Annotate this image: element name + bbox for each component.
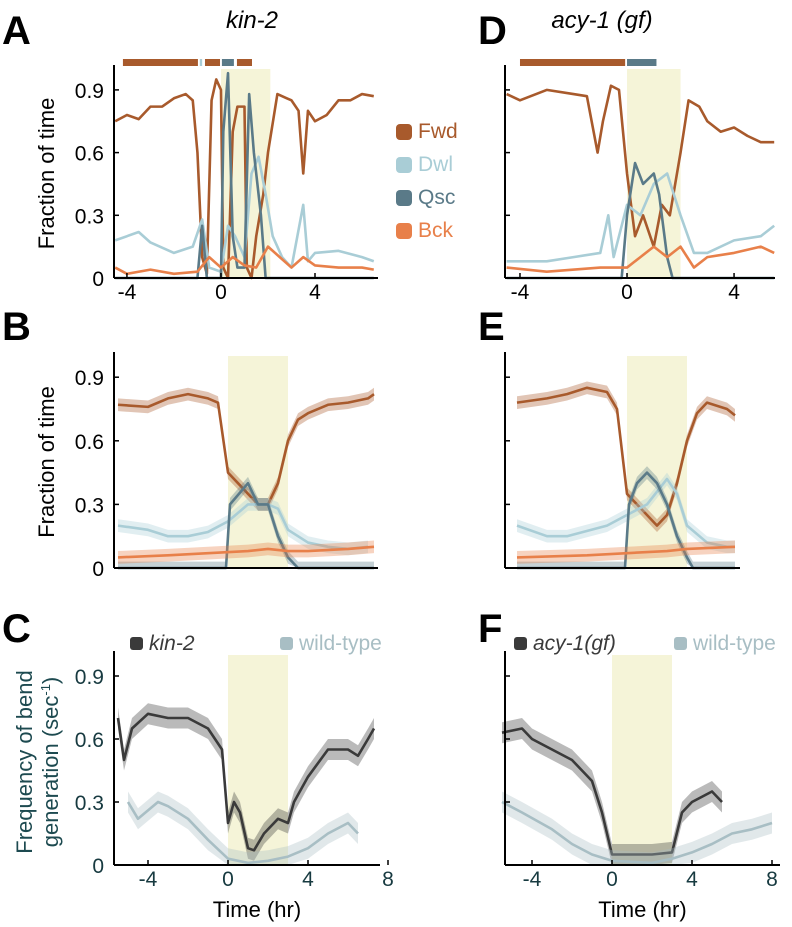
y-tick-label: 0.6 bbox=[75, 431, 104, 454]
x-tick-label: 4 bbox=[309, 281, 321, 304]
panel-f: F -4 0 4 8 Time (hr) acy-1(gf) wild-type bbox=[478, 607, 780, 922]
panel-letter: B bbox=[2, 305, 31, 349]
y-axis-label-line1: Frequency of bend bbox=[12, 670, 37, 853]
error-band-wildtype bbox=[128, 791, 358, 865]
legend-label-dwl: Dwl bbox=[418, 153, 453, 176]
x-tick-label: 0 bbox=[606, 868, 618, 891]
y-tick-label: 0 bbox=[92, 558, 104, 581]
state-bar-segment-fwd bbox=[519, 59, 626, 66]
state-bar-segment-fwd bbox=[236, 59, 252, 66]
legend-label-fwd: Fwd bbox=[418, 120, 458, 143]
panel-letter: E bbox=[478, 305, 505, 349]
x-tick-label: 8 bbox=[766, 868, 778, 891]
panel-title: kin-2 bbox=[226, 7, 278, 34]
legend-swatch-fwd bbox=[396, 124, 412, 140]
series-line-acy-1-gf- bbox=[501, 727, 723, 856]
legend-label-wildtype: wild-type bbox=[692, 632, 776, 655]
legend-swatch-wildtype bbox=[674, 637, 687, 650]
y-tick-label: 0 bbox=[92, 268, 104, 291]
x-tick-label: -4 bbox=[511, 281, 530, 304]
legend-label-mutant: acy-1(gf) bbox=[533, 632, 616, 655]
shaded-interval bbox=[612, 655, 672, 865]
y-tick-label: 0.9 bbox=[75, 80, 104, 103]
error-band-fwd bbox=[517, 381, 735, 532]
y-axis-label-close: ) bbox=[38, 677, 63, 684]
y-tick-label: 0.6 bbox=[75, 143, 104, 166]
state-bar-segment-qsc bbox=[221, 59, 234, 66]
x-tick-label: -4 bbox=[139, 868, 158, 891]
series-line-fwd bbox=[506, 84, 775, 248]
y-tick-label: 0.9 bbox=[75, 666, 104, 689]
series-line-bck bbox=[117, 545, 375, 559]
x-tick-label: -4 bbox=[523, 868, 542, 891]
series-line-qsc bbox=[118, 481, 374, 570]
x-tick-label: 0 bbox=[621, 281, 633, 304]
panel-letter: A bbox=[2, 9, 31, 53]
y-axis-label: Fraction of time bbox=[34, 386, 59, 538]
x-tick-label: 0 bbox=[222, 868, 234, 891]
x-tick-label: 0 bbox=[215, 281, 227, 304]
x-axis-label: Time (hr) bbox=[213, 897, 301, 922]
series-line-qsc bbox=[115, 71, 374, 280]
series-line-bck bbox=[114, 245, 374, 276]
legend-label-bck: Bck bbox=[418, 219, 454, 242]
y-tick-label: 0.3 bbox=[75, 205, 104, 228]
y-tick-label: 0.9 bbox=[75, 367, 104, 390]
x-tick-label: 4 bbox=[686, 868, 698, 891]
y-axis-label-line2: generation (sec-1) bbox=[38, 677, 63, 848]
x-tick-label: -4 bbox=[118, 281, 137, 304]
panel-c: C 0 0.3 0.6 0.9 -4 0 4 8 Frequency of bend generat… bbox=[2, 607, 394, 922]
series-line-fwd bbox=[516, 386, 736, 527]
legend-swatch-mutant bbox=[514, 637, 527, 650]
y-tick-label: 0 bbox=[92, 855, 104, 878]
state-bar-segment-dwl bbox=[199, 59, 203, 66]
error-band-mutant bbox=[502, 718, 722, 865]
y-tick-label: 0.3 bbox=[75, 792, 104, 815]
x-tick-label: 4 bbox=[302, 868, 314, 891]
error-band-dwl bbox=[517, 472, 735, 554]
series-line-kin-2 bbox=[116, 712, 376, 852]
legend-label-mutant: kin-2 bbox=[149, 632, 195, 655]
series-line-dwl bbox=[506, 172, 775, 263]
y-axis-label-superscript: -1 bbox=[38, 684, 53, 696]
state-bar-segment-fwd bbox=[122, 59, 198, 66]
y-tick-label: 0.3 bbox=[75, 494, 104, 517]
x-tick-label: 4 bbox=[728, 281, 740, 304]
panel-e: E bbox=[478, 305, 740, 570]
panel-title: acy-1 (gf) bbox=[551, 7, 652, 34]
series-line-dwl bbox=[516, 477, 735, 549]
legend-label-qsc: Qsc bbox=[418, 186, 455, 209]
state-bar-segment-qsc bbox=[627, 59, 657, 66]
series-line-dwl bbox=[114, 155, 375, 274]
panel-letter: D bbox=[478, 9, 507, 53]
series-line-wild-type bbox=[126, 800, 359, 865]
x-axis-label: Time (hr) bbox=[598, 897, 686, 922]
shaded-interval bbox=[228, 655, 288, 865]
x-tick-label: 8 bbox=[382, 868, 394, 891]
legend-swatch-mutant bbox=[130, 637, 143, 650]
legend-swatch-dwl bbox=[396, 157, 412, 173]
y-axis-label: Fraction of time bbox=[34, 98, 59, 250]
series-line-qsc bbox=[506, 161, 775, 280]
legend-swatch-wildtype bbox=[280, 637, 293, 650]
panel-b: B 0 0.3 0.6 0.9 Fraction of time bbox=[2, 305, 378, 581]
panel-letter: F bbox=[478, 607, 502, 651]
y-tick-label: 0.6 bbox=[75, 729, 104, 752]
legend-swatch-qsc bbox=[396, 190, 412, 206]
series-line-qsc bbox=[517, 471, 735, 570]
legend-swatch-bck bbox=[396, 223, 412, 239]
series-line-wild-type bbox=[501, 800, 773, 865]
series-line-fwd bbox=[114, 78, 374, 280]
series-line-bck bbox=[516, 545, 736, 559]
legend-label-wildtype: wild-type bbox=[298, 632, 382, 655]
series-line-bck bbox=[506, 245, 775, 274]
panel-letter: C bbox=[2, 607, 31, 651]
state-bar-segment-fwd bbox=[204, 59, 221, 66]
y-axis-label-text: generation (sec bbox=[38, 696, 63, 848]
error-band-fwd bbox=[118, 387, 374, 511]
